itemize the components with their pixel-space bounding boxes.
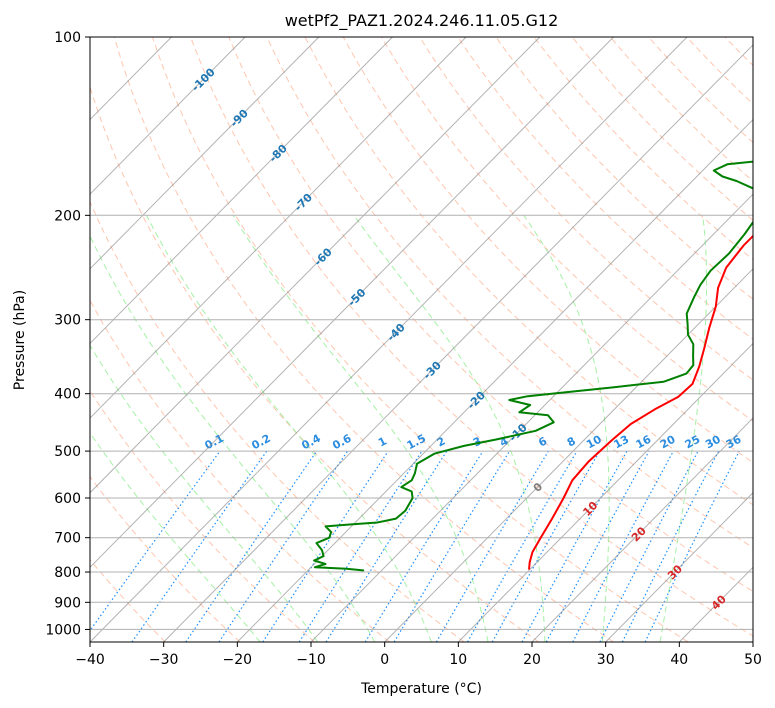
mixing-ratio-label: 16 [634, 433, 654, 452]
mixing-ratio-line [644, 450, 740, 642]
dry-adiabat-line [228, 37, 753, 593]
dry-adiabat-line [190, 37, 753, 637]
moist-adiabat-line [90, 431, 261, 642]
x-tick-label: 50 [744, 652, 762, 668]
x-tick-label: −20 [223, 652, 253, 668]
y-tick-label: 300 [54, 313, 81, 329]
x-tick-label: 40 [670, 652, 688, 668]
dry-adiabat-line [90, 475, 241, 642]
dry-adiabat-line [90, 299, 390, 642]
mixing-ratio-line [325, 450, 448, 642]
chart-title: wetPf2_PAZ1.2024.246.11.05.G12 [285, 11, 559, 31]
moist-adiabat-line [90, 234, 376, 642]
y-tick-label: 900 [54, 595, 81, 611]
isotherm-line [384, 268, 753, 642]
y-axis-label: Pressure (hPa) [12, 290, 28, 390]
moist-adiabat-line [523, 215, 610, 642]
moist-adiabat-line [353, 215, 546, 642]
isotherm-line [90, 37, 541, 494]
y-tick-label: 1000 [45, 622, 81, 638]
x-tick-label: 0 [380, 652, 389, 668]
moist-adiabat-line [90, 344, 319, 642]
mixing-ratio-label: 30 [703, 433, 723, 452]
mixing-ratio-line [466, 450, 578, 642]
y-tick-label: 100 [54, 30, 81, 46]
dry-adiabat-line [533, 37, 753, 261]
x-tick-label: −10 [296, 652, 326, 668]
dry-adiabat-line [571, 37, 753, 221]
mixing-ratio-line [298, 450, 423, 642]
dry-adiabat-line [266, 37, 753, 549]
dry-adiabat-line [457, 37, 753, 340]
isotherm-line [163, 44, 753, 642]
y-tick-label: 700 [54, 531, 81, 547]
isotherm-line [605, 492, 753, 642]
dry-adiabat-line [152, 37, 689, 642]
dewpoint-profile-line [313, 160, 753, 572]
mixing-ratio-line [185, 450, 318, 642]
x-tick-label: 30 [597, 652, 615, 668]
mixing-ratio-label: 10 [584, 433, 604, 452]
mixing-ratio-line [491, 450, 601, 642]
x-tick-label: 20 [523, 652, 541, 668]
mixing-ratio-line [393, 450, 511, 642]
isotherm-line [90, 37, 246, 195]
moist-adiabat-line [146, 215, 432, 642]
mixing-ratio-label: 20 [658, 433, 678, 452]
y-tick-label: 500 [54, 444, 81, 460]
dry-adiabat-line [90, 85, 540, 642]
y-tick-label: 600 [54, 491, 81, 507]
x-axis-label: Temperature (°C) [360, 681, 482, 697]
x-tick-label: 10 [449, 652, 467, 668]
isotherm-line [457, 342, 753, 642]
dry-adiabat-line [342, 37, 753, 464]
mixing-ratio-line [131, 450, 268, 642]
mixing-ratio-line [545, 450, 650, 642]
plot-frame [89, 36, 754, 643]
x-tick-label: −40 [75, 652, 105, 668]
isotherm-line [90, 37, 320, 270]
isotherm-line [310, 193, 753, 642]
y-tick-label: 200 [54, 208, 81, 224]
dry-adiabat-line [304, 37, 753, 506]
isotherm-line [531, 417, 753, 642]
isotherm-line [236, 118, 753, 642]
mixing-ratio-line [521, 450, 628, 642]
mixing-ratio-label: 25 [683, 433, 703, 452]
mixing-ratio-line [364, 450, 484, 642]
mixing-ratio-line [435, 450, 549, 642]
mixing-ratio-label: 36 [724, 433, 744, 452]
isotherm-line [90, 37, 393, 345]
mixing-ratio-line [90, 450, 221, 632]
dry-adiabat-line [113, 37, 614, 642]
isotherm-line [90, 37, 467, 419]
y-tick-label: 800 [54, 565, 81, 581]
y-tick-label: 400 [54, 387, 81, 403]
isotherm-line [90, 37, 688, 642]
x-tick-label: −30 [149, 652, 179, 668]
axes: −40 −30 −20 −10 0 10 20 30 40 50 100 200 300 400 500 60… [45, 30, 762, 668]
temperature-profile-line [528, 234, 753, 570]
isotherm-line [90, 37, 614, 569]
dry-adiabat-line [419, 37, 753, 381]
